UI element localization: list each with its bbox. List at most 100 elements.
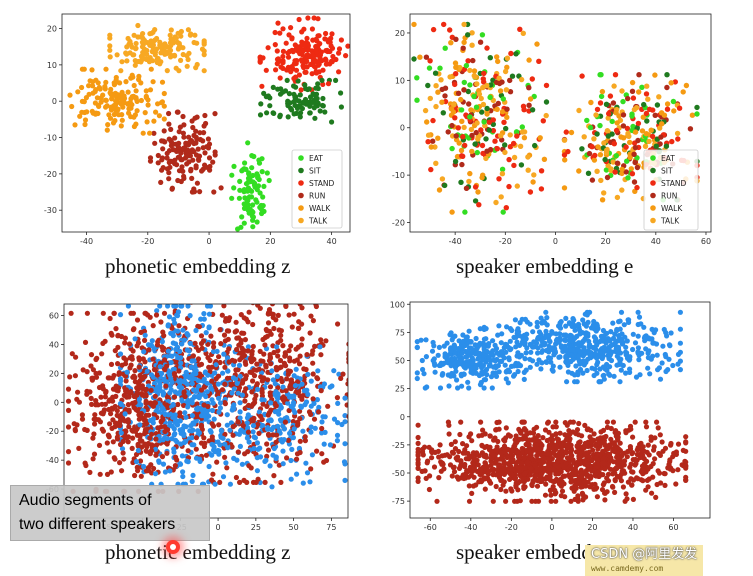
point-stand [480, 150, 486, 157]
point-eat [245, 140, 251, 146]
point-talk [194, 61, 200, 68]
point-sit [484, 105, 490, 112]
point-speaker-b [498, 340, 504, 346]
point-speaker-b [153, 446, 159, 452]
point-eat [254, 171, 260, 177]
point-speaker-a [222, 364, 228, 370]
point-talk [152, 37, 158, 43]
point-stand [329, 59, 335, 65]
point-speaker-a [462, 447, 468, 453]
point-eat [499, 166, 506, 172]
point-talk [591, 136, 597, 142]
point-speaker-a [265, 320, 272, 326]
point-speaker-a [229, 290, 234, 295]
point-speaker-b [194, 406, 200, 412]
point-walk [614, 120, 620, 126]
point-speaker-b [185, 459, 191, 465]
point-speaker-b [165, 304, 171, 309]
point-walk [448, 40, 454, 46]
point-walk [456, 140, 462, 146]
point-speaker-a [131, 373, 137, 379]
point-speaker-b [181, 337, 187, 343]
point-speaker-a [96, 442, 103, 448]
point-speaker-b [651, 340, 657, 346]
point-speaker-a [561, 481, 567, 487]
point-walk [659, 121, 665, 127]
point-speaker-b [466, 385, 472, 391]
point-eat [597, 122, 603, 129]
point-speaker-b [300, 428, 306, 434]
point-speaker-a [254, 381, 260, 387]
point-speaker-a [441, 466, 447, 472]
point-speaker-b [136, 396, 143, 402]
point-talk [466, 178, 472, 185]
point-speaker-a [300, 393, 306, 399]
point-speaker-a [243, 373, 249, 379]
point-speaker-a [601, 455, 607, 462]
point-speaker-a [450, 450, 456, 456]
point-run [635, 137, 641, 144]
point-speaker-a [344, 402, 348, 408]
point-speaker-a [209, 421, 215, 427]
point-speaker-a [287, 368, 293, 374]
point-eat [620, 98, 626, 105]
point-sit [602, 156, 608, 163]
point-speaker-a [98, 394, 104, 400]
point-speaker-a [108, 361, 115, 367]
point-talk [581, 134, 587, 140]
point-speaker-a [233, 474, 239, 481]
point-sit [509, 73, 516, 79]
point-run [195, 146, 201, 152]
point-stand [649, 133, 656, 140]
point-speaker-a [275, 353, 281, 359]
point-eat [467, 82, 473, 88]
point-stand [472, 184, 479, 190]
point-speaker-b [617, 379, 623, 385]
point-speaker-b [511, 334, 517, 340]
point-speaker-b [641, 324, 647, 330]
point-run [176, 129, 182, 135]
point-talk [173, 35, 179, 41]
point-eat [250, 224, 256, 230]
point-walk [131, 82, 137, 89]
point-speaker-b [566, 320, 572, 326]
point-speaker-a [97, 471, 103, 477]
point-speaker-a [302, 434, 308, 440]
point-speaker-a [126, 424, 132, 430]
point-speaker-b [311, 400, 317, 407]
point-speaker-a [116, 371, 122, 378]
point-speaker-a [280, 343, 286, 349]
point-walk [119, 112, 125, 118]
point-speaker-a [266, 410, 272, 416]
point-speaker-b [257, 445, 263, 451]
point-speaker-a [135, 468, 141, 474]
point-speaker-a [102, 401, 108, 407]
point-sit [411, 56, 417, 62]
point-speaker-a [512, 498, 518, 504]
point-stand [343, 53, 349, 59]
point-speaker-b [185, 397, 191, 403]
point-speaker-b [524, 331, 530, 337]
point-sit [291, 111, 297, 117]
point-speaker-b [490, 338, 496, 344]
point-run [168, 139, 174, 145]
point-speaker-b [464, 334, 470, 340]
point-speaker-a [229, 381, 235, 387]
point-speaker-a [218, 341, 224, 347]
point-speaker-a [91, 431, 97, 437]
point-speaker-b [133, 459, 140, 465]
point-speaker-a [264, 441, 270, 447]
point-speaker-a [581, 495, 587, 501]
point-run [218, 185, 224, 191]
point-stand [612, 72, 619, 78]
point-speaker-a [164, 402, 170, 408]
point-speaker-b [677, 326, 683, 332]
point-speaker-b [180, 327, 186, 333]
point-speaker-b [517, 342, 523, 348]
point-sit [263, 94, 269, 100]
point-speaker-b [455, 385, 461, 391]
point-speaker-b [144, 368, 150, 374]
point-walk [147, 130, 153, 136]
point-walk [134, 98, 140, 104]
point-speaker-a [260, 401, 266, 407]
